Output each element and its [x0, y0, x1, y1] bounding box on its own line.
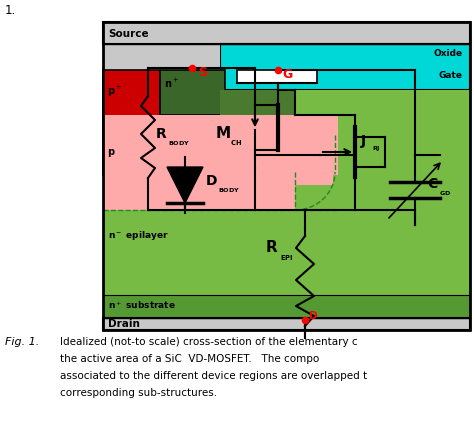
Text: Idealized (not-to scale) cross-section of the elementary c: Idealized (not-to scale) cross-section o…	[60, 337, 357, 347]
Text: Gate: Gate	[439, 71, 463, 79]
Text: $_{\mathbf{EPI}}$: $_{\mathbf{EPI}}$	[280, 253, 293, 263]
Bar	[103, 44, 220, 70]
Text: Drain: Drain	[108, 319, 140, 329]
Bar	[103, 115, 295, 210]
Text: corresponding sub-structures.: corresponding sub-structures.	[60, 388, 217, 398]
Bar	[103, 318, 470, 330]
Text: the active area of a SiC  VD-MOSFET.   The compo: the active area of a SiC VD-MOSFET. The …	[60, 354, 319, 364]
Text: $\mathbf{J}$: $\mathbf{J}$	[360, 133, 367, 150]
Bar	[103, 295, 470, 318]
Text: G: G	[282, 68, 292, 81]
Text: D: D	[309, 311, 318, 321]
Bar	[237, 70, 317, 83]
Text: p: p	[107, 147, 114, 157]
Text: associated to the different device regions are overlapped t: associated to the different device regio…	[60, 371, 367, 381]
Text: Source: Source	[108, 29, 149, 39]
Bar	[220, 90, 295, 175]
Bar	[103, 210, 470, 295]
Bar	[103, 22, 470, 44]
Text: $_{\mathbf{CH}}$: $_{\mathbf{CH}}$	[230, 138, 242, 148]
Text: n$^-$ epilayer: n$^-$ epilayer	[108, 228, 169, 242]
Text: $\mathbf{R}$: $\mathbf{R}$	[265, 239, 278, 255]
Bar	[103, 70, 160, 175]
Text: $_{\mathbf{BODY}}$: $_{\mathbf{BODY}}$	[168, 139, 190, 147]
Bar	[103, 22, 470, 330]
Text: 1.: 1.	[5, 4, 16, 17]
Bar	[160, 70, 225, 115]
Text: $\mathbf{R}$: $\mathbf{R}$	[155, 127, 167, 141]
Bar	[220, 44, 470, 90]
Text: $\mathbf{C}$: $\mathbf{C}$	[427, 177, 438, 191]
Bar	[295, 90, 470, 210]
Text: S: S	[198, 65, 207, 78]
Text: Fig. 1.: Fig. 1.	[5, 337, 39, 347]
Text: p$^+$: p$^+$	[107, 84, 122, 99]
Bar	[103, 115, 333, 185]
Text: $_{\mathbf{BODY}}$: $_{\mathbf{BODY}}$	[218, 185, 240, 194]
Text: $_{\mathbf{RJ}}$: $_{\mathbf{RJ}}$	[372, 144, 381, 154]
Text: n$^+$: n$^+$	[164, 77, 179, 90]
Text: $_{\mathbf{GD}}$: $_{\mathbf{GD}}$	[439, 188, 451, 198]
Text: $\mathbf{M}$: $\mathbf{M}$	[215, 125, 231, 141]
Bar	[103, 115, 338, 175]
Text: n$^+$ substrate: n$^+$ substrate	[108, 299, 176, 311]
FancyBboxPatch shape	[103, 115, 338, 210]
Text: $\mathbf{D}$: $\mathbf{D}$	[205, 174, 218, 188]
Polygon shape	[167, 167, 203, 203]
Text: Oxide: Oxide	[434, 50, 463, 58]
